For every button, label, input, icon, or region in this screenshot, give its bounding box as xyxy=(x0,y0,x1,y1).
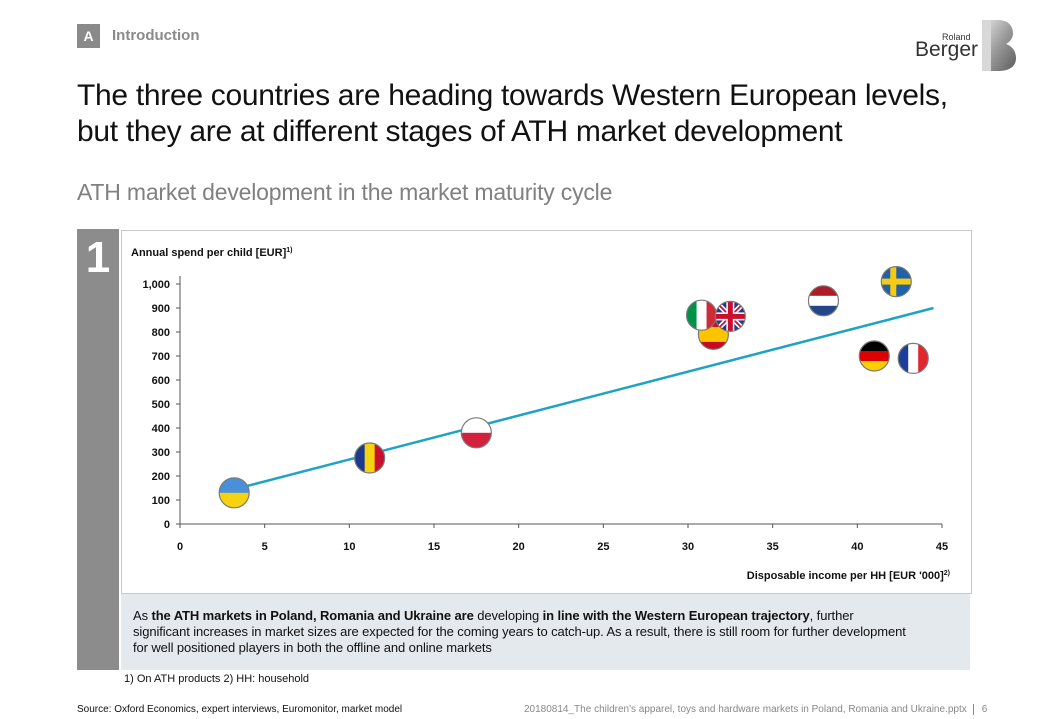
document-reference: 20180814_The children's apparel, toys an… xyxy=(524,704,988,715)
flag-stripe xyxy=(808,285,839,297)
x-tick-label: 45 xyxy=(936,541,948,553)
logo-b-mark-icon xyxy=(982,20,1016,71)
callout-box: As the ATH markets in Poland, Romania an… xyxy=(121,594,970,670)
flag-stripe xyxy=(918,343,929,374)
flag-stripe xyxy=(461,417,492,434)
y-tick-label: 100 xyxy=(152,495,170,507)
flag-marker-poland xyxy=(461,417,492,448)
document-filename: 20180814_The children's apparel, toys an… xyxy=(524,704,967,715)
y-tick-label: 1,000 xyxy=(142,279,170,291)
page-title-line-1: The three countries are heading towards … xyxy=(77,79,948,112)
y-axis-label: Annual spend per child [EUR]1) xyxy=(131,247,292,259)
y-tick-label: 400 xyxy=(152,423,170,435)
roland-berger-logo: Roland Berger xyxy=(912,18,1018,74)
flag-marker-outline xyxy=(714,300,746,333)
flag-marker-romania xyxy=(354,443,385,473)
flag-marker-netherlands xyxy=(808,285,839,316)
flag-marker-ukraine xyxy=(219,477,250,508)
y-axis-label-sup: 1) xyxy=(286,247,292,254)
y-tick-label: 500 xyxy=(152,399,170,411)
x-tick-label: 10 xyxy=(343,541,355,553)
flag-stripe xyxy=(859,351,890,362)
callout-bold-2: in line with the Western European trajec… xyxy=(542,608,810,623)
source-note: Source: Oxford Economics, expert intervi… xyxy=(77,704,403,715)
x-tick-label: 0 xyxy=(177,541,183,553)
flag-stripe xyxy=(908,343,919,374)
x-tick-label: 20 xyxy=(513,541,525,553)
flag-stripe xyxy=(219,477,250,494)
flag-marker-outline xyxy=(858,340,890,372)
flag-stripe xyxy=(461,432,492,448)
callout-bold-1: the ATH markets in Poland, Romania and U… xyxy=(151,608,474,623)
flag-marker-outline xyxy=(354,442,386,474)
callout-text-3: , further significant increases in marke… xyxy=(133,608,906,655)
y-tick-label: 600 xyxy=(152,375,170,387)
x-tick-label: 15 xyxy=(428,541,440,553)
y-tick-label: 800 xyxy=(152,327,170,339)
flag-stripe xyxy=(374,443,385,473)
flag-marker-outline xyxy=(897,342,929,375)
section-badge: A xyxy=(77,24,100,48)
flag-marker-outline xyxy=(460,417,492,449)
page-subtitle: ATH market development in the market mat… xyxy=(77,179,613,205)
flag-marker-united-kingdom xyxy=(715,301,746,332)
x-axis-label-sup: 2) xyxy=(944,570,950,577)
flag-stripe xyxy=(898,343,909,374)
flag-stripe xyxy=(686,300,698,331)
y-tick-label: 300 xyxy=(152,447,170,459)
x-tick-label: 35 xyxy=(767,541,779,553)
flag-cross-v xyxy=(890,266,897,297)
flag-stripe xyxy=(696,300,708,331)
chart-frame: Annual spend per child [EUR]1) 0 100 200 300… xyxy=(121,230,972,594)
sidebar-number: 1 xyxy=(85,233,111,282)
flag-cross-v-red xyxy=(727,301,733,332)
flag-stripe xyxy=(354,443,366,473)
flag-stripe xyxy=(219,492,250,508)
flag-marker-france xyxy=(898,343,929,374)
page-title-line-2: but they are at different stages of ATH … xyxy=(77,115,843,148)
callout-text-2: developing xyxy=(473,608,543,623)
page-number: 6 xyxy=(972,704,988,715)
y-tick-label: 0 xyxy=(164,519,170,531)
x-tick-label: 5 xyxy=(262,541,268,553)
y-tick-label: 900 xyxy=(152,303,170,315)
y-tick-label: 200 xyxy=(152,471,170,483)
x-tick-label: 25 xyxy=(597,541,609,553)
section-label: Introduction xyxy=(112,27,200,44)
logo-berger-text: Berger xyxy=(915,38,979,61)
flag-marker-sweden xyxy=(881,266,912,297)
sidebar-bar: 1 xyxy=(77,229,119,670)
flag-marker-outline xyxy=(218,477,250,509)
flag-marker-outline xyxy=(807,285,840,317)
trend-line xyxy=(238,306,934,490)
x-tick-label: 40 xyxy=(851,541,863,553)
logo-roland-text: Roland xyxy=(942,32,971,42)
footnotes: 1) On ATH products 2) HH: household xyxy=(124,673,310,685)
flag-marker-outline xyxy=(880,265,912,298)
flag-stripe xyxy=(808,305,839,316)
flag-stripe xyxy=(859,341,890,352)
x-axis-label: Disposable income per HH [EUR '000]2) xyxy=(747,570,950,582)
page-title: The three countries are heading towards … xyxy=(77,78,977,150)
callout-text: As the ATH markets in Poland, Romania an… xyxy=(133,608,913,656)
flag-stripe xyxy=(364,443,376,473)
flag-stripe xyxy=(706,300,717,331)
callout-text-1: As xyxy=(133,608,152,623)
flag-stripe xyxy=(859,361,890,371)
flag-stripe xyxy=(808,295,839,307)
flag-stripe xyxy=(698,326,729,343)
x-tick-label: 30 xyxy=(682,541,694,553)
flag-marker-germany xyxy=(859,341,890,371)
flag-stripe xyxy=(698,341,729,350)
scatter-chart: Annual spend per child [EUR]1)0100200300… xyxy=(131,247,950,582)
y-tick-label: 700 xyxy=(152,351,170,363)
flag-marker-italy xyxy=(686,300,717,331)
